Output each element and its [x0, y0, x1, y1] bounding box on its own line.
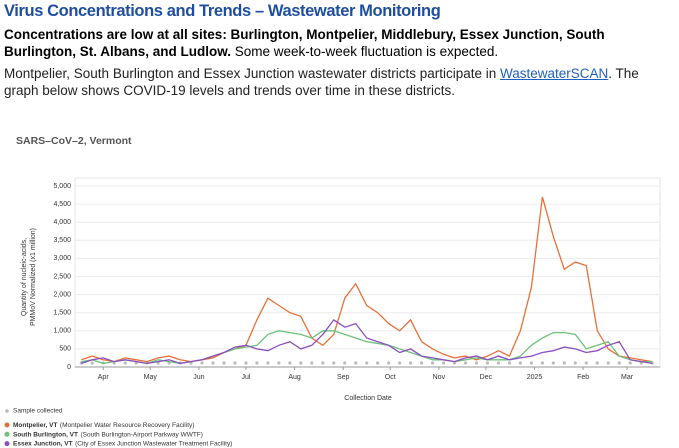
sample-marker: [387, 361, 391, 365]
legend-name: Montpelier, VT: [13, 422, 57, 429]
paragraph-text: Montpelier, South Burlington and Essex J…: [4, 66, 501, 81]
y-tick-label: 2,500: [53, 273, 71, 280]
sample-marker: [222, 361, 226, 365]
y-axis-label: Quantity of nucleic-acids,: [21, 238, 28, 316]
sample-marker: [299, 361, 303, 365]
y-tick-label: 3,000: [53, 255, 71, 262]
series-line: [81, 319, 653, 365]
chart-title: SARS–CoV–2, Vermont: [16, 135, 132, 147]
legend-facility: (City of Essex Junction Wastewater Treat…: [75, 440, 232, 447]
x-tick-label: Aug: [288, 374, 301, 381]
x-tick-label: May: [144, 374, 158, 381]
sample-marker: [365, 361, 369, 365]
legend-marker: [4, 431, 10, 437]
sample-marker: [398, 361, 402, 365]
legend-marker: [5, 409, 9, 413]
sample-marker: [551, 361, 555, 365]
x-tick-label: Jul: [241, 374, 250, 381]
sample-marker: [200, 361, 204, 365]
sample-marker: [266, 361, 270, 365]
sample-marker: [485, 361, 490, 365]
sample-marker: [573, 361, 577, 365]
sample-marker: [321, 361, 325, 365]
sample-marker: [376, 361, 380, 365]
x-tick-label: Oct: [385, 374, 396, 381]
sample-marker: [343, 361, 347, 365]
legend-label: Essex Junction, VT (City of Essex Junctio…: [13, 440, 232, 447]
sample-marker: [463, 361, 468, 365]
legend-name: South Burlington, VT: [13, 431, 78, 438]
x-tick-label: Jun: [193, 374, 204, 381]
sample-marker: [332, 361, 336, 365]
sample-marker: [244, 361, 248, 365]
x-tick-label: Feb: [577, 374, 589, 381]
page-title: Virus Concentrations and Trends – Wastew…: [4, 2, 441, 20]
y-tick-label: 2,000: [53, 291, 71, 298]
summary-bold: Concentrations are low at all sites: Bur…: [4, 27, 605, 59]
sample-marker: [628, 361, 632, 365]
sample-marker: [496, 361, 501, 365]
sample-marker: [441, 361, 446, 365]
link[interactable]: WastewaterSCAN: [500, 66, 609, 81]
y-tick-label: 4,000: [53, 219, 71, 226]
summary: Concentrations are low at all sites: Bur…: [4, 26, 677, 60]
paragraph: Montpelier, South Burlington and Essex J…: [4, 65, 677, 99]
sample-marker: [90, 361, 94, 365]
sample-marker: [288, 361, 292, 365]
legend-facility: (South Burlington-Airport Parkway WWTF): [81, 431, 203, 438]
sample-marker: [277, 361, 281, 365]
legend-marker: [4, 422, 10, 428]
sample-marker: [617, 361, 621, 365]
legend-name: Essex Junction, VT: [13, 440, 73, 447]
sample-marker: [540, 361, 544, 365]
sample-marker: [409, 361, 413, 365]
sample-marker: [420, 361, 424, 365]
sample-marker: [233, 361, 237, 365]
summary-note: Some week-to-week fluctuation is expecte…: [234, 44, 499, 59]
sample-marker: [518, 361, 523, 365]
sample-marker: [452, 361, 457, 365]
legend-facility: (Montpelier Water Resource Recovery Faci…: [60, 422, 195, 429]
sample-marker: [354, 361, 358, 365]
y-tick-label: 3,500: [53, 237, 71, 244]
x-tick-label: Nov: [433, 374, 446, 381]
sample-marker: [310, 361, 314, 365]
legend-label: Montpelier, VT (Montpelier Water Resource…: [13, 422, 194, 429]
sample-marker: [430, 361, 435, 365]
y-tick-label: 1,500: [53, 310, 71, 317]
legend-marker: [4, 441, 10, 447]
y-tick-label: 0: [67, 364, 71, 371]
sample-marker: [255, 361, 259, 365]
legend-label: Sample collected: [13, 408, 63, 415]
sample-marker: [474, 361, 479, 365]
sample-marker: [584, 361, 588, 365]
x-tick-label: Dec: [480, 374, 493, 381]
paragraph-text: . The graph below shows COVID-19 levels …: [4, 66, 639, 98]
y-tick-label: 5,000: [53, 183, 71, 190]
sample-marker: [529, 361, 533, 365]
header: Virus Concentrations and Trends – Wastew…: [4, 2, 677, 99]
x-tick-label: Mar: [621, 374, 634, 381]
sample-marker: [211, 361, 215, 365]
sample-marker: [507, 361, 512, 365]
x-tick-label: 2025: [527, 374, 543, 381]
y-axis-label: PMMoV Normalized (x1 million): [30, 228, 37, 326]
x-tick-label: Sep: [337, 374, 350, 381]
legend-label: South Burlington, VT (South Burlington-Ai…: [13, 431, 203, 438]
y-tick-label: 1,000: [53, 328, 71, 335]
x-tick-label: Apr: [98, 374, 110, 381]
sample-marker: [123, 361, 127, 365]
sample-marker: [595, 361, 599, 365]
x-axis-label: Collection Date: [344, 395, 392, 402]
y-tick-label: 500: [59, 346, 71, 353]
sample-marker: [562, 361, 566, 365]
series-line: [81, 196, 653, 363]
sample-marker: [606, 361, 610, 365]
y-tick-label: 4,500: [53, 201, 71, 208]
